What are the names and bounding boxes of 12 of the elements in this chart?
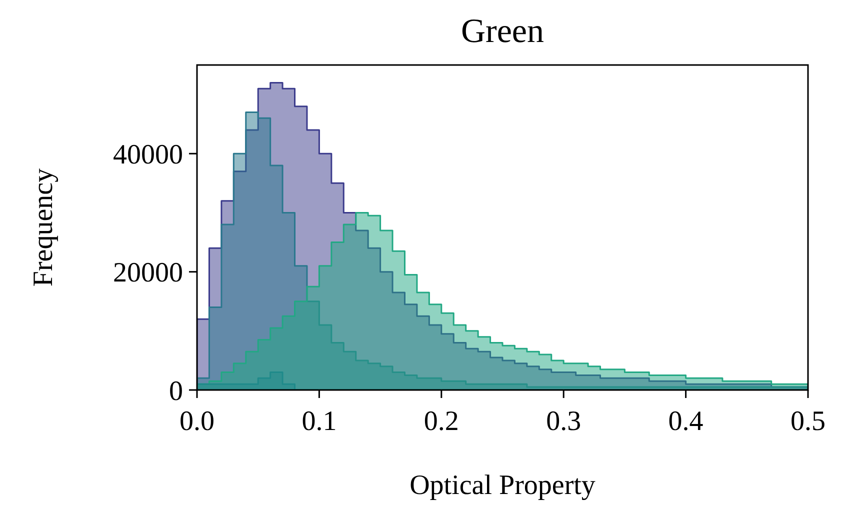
x-tick-label: 0.4 [668, 406, 704, 437]
x-axis-title: Optical Property [410, 470, 596, 501]
chart-title: Green [460, 13, 544, 50]
x-tick-label: 0.5 [790, 406, 826, 437]
y-tick-label: 40000 [113, 139, 183, 170]
y-axis-title: Frequency [28, 168, 59, 287]
x-tick-label: 0.0 [180, 406, 214, 437]
y-tick-label: 0 [169, 376, 183, 407]
y-tick-label: 20000 [113, 258, 183, 289]
x-tick-label: 0.3 [546, 406, 582, 437]
x-tick-label: 0.1 [302, 406, 337, 437]
x-tick-label: 0.2 [424, 406, 459, 437]
